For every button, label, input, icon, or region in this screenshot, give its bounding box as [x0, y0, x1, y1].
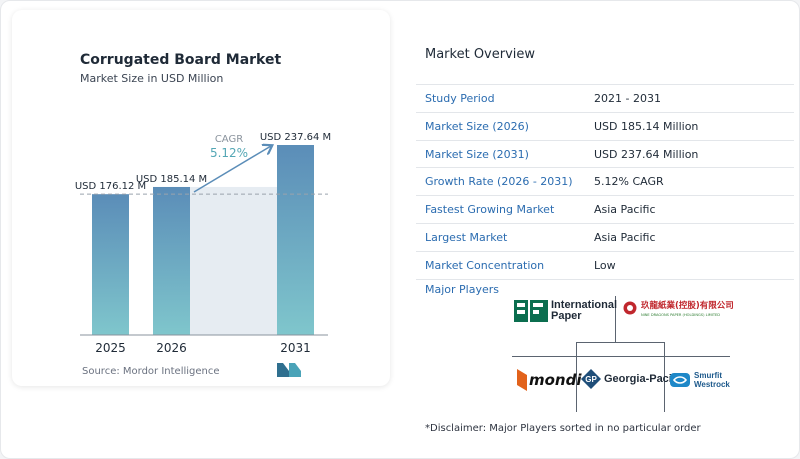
mondi-logo-icon	[517, 369, 527, 391]
bar-2025	[92, 194, 129, 335]
player-georgia-pacific: GP Georgia-Pacific	[581, 369, 685, 389]
player-nine-dragons: 玖龍紙業(控股)有限公司 NINE DRAGONS PAPER (HOLDING…	[623, 299, 734, 317]
chart-subtitle: Market Size in USD Million	[80, 72, 224, 85]
tick-label-2026: 2026	[156, 341, 187, 355]
chart-title: Corrugated Board Market	[80, 52, 282, 68]
international-paper-logo-icon	[514, 300, 548, 322]
overview-row-concentration: Market Concentration Low	[416, 252, 794, 280]
players-divider	[615, 296, 616, 342]
overview-value: 2021 - 2031	[594, 92, 661, 105]
overview-row-market-size-2031: Market Size (2031) USD 237.64 Million	[416, 141, 794, 169]
overview-label: Market Size (2031)	[425, 147, 529, 161]
overview-value: USD 185.14 Million	[594, 119, 699, 133]
overview-label: Largest Market	[425, 230, 508, 244]
major-players-title: Major Players	[425, 283, 499, 296]
georgia-pacific-mark: GP	[585, 375, 597, 384]
data-label-2031: USD 237.64 M	[260, 132, 331, 143]
overview-value: Low	[594, 258, 616, 272]
nine-dragons-en-name: NINE DRAGONS PAPER (HOLDINGS) LIMITED	[641, 313, 721, 317]
overview-label: Study Period	[425, 92, 495, 105]
player-smurfit-westrock: Smurfit Westrock	[670, 371, 730, 389]
overview-label: Market Size (2026)	[425, 119, 529, 133]
overview-row-largest-market: Largest Market Asia Pacific	[416, 224, 794, 252]
cagr-label: CAGR	[215, 134, 243, 145]
overview-label: Market Concentration	[425, 258, 545, 272]
tick-label-2031: 2031	[280, 341, 311, 355]
data-label-2025: USD 176.12 M	[75, 181, 146, 192]
nine-dragons-logo-icon	[623, 301, 637, 315]
source-note: Source: Mordor Intelligence	[82, 366, 220, 377]
players-divider	[512, 356, 730, 357]
cagr-value: 5.12%	[210, 146, 248, 160]
international-paper-name-line2: Paper	[551, 310, 582, 322]
growth-band	[190, 186, 277, 335]
overview-value: Asia Pacific	[594, 203, 656, 217]
international-paper-name-line1: International	[551, 299, 618, 311]
mordor-intelligence-logo-icon	[277, 363, 301, 377]
tick-label-2025: 2025	[95, 341, 126, 355]
player-mondi: mondi	[515, 369, 582, 391]
overview-row-market-size-2026: Market Size (2026) USD 185.14 Million	[416, 113, 794, 141]
mondi-name: mondi	[529, 371, 582, 389]
georgia-pacific-name: Georgia-Pacific	[604, 373, 685, 385]
bar-chart: USD 176.12 M 2025 USD 185.14 M 2026 USD 237.…	[75, 132, 331, 355]
overview-value: USD 237.64 Million	[594, 147, 699, 161]
cagr-arrow-icon	[193, 146, 271, 193]
market-overview-table: Study Period 2021 - 2031 Market Size (20…	[416, 84, 794, 280]
overview-row-study-period: Study Period 2021 - 2031	[416, 84, 794, 113]
nine-dragons-cn-name: 玖龍紙業(控股)有限公司	[641, 301, 734, 311]
overview-value: Asia Pacific	[594, 230, 656, 244]
data-label-2026: USD 185.14 M	[136, 174, 207, 185]
smurfit-westrock-line1: Smurfit	[694, 371, 722, 380]
overview-label: Growth Rate (2026 - 2031)	[425, 175, 573, 189]
bar-2026	[153, 186, 190, 335]
smurfit-westrock-line2: Westrock	[694, 380, 730, 389]
smurfit-westrock-logo-icon	[670, 373, 690, 387]
overview-label: Fastest Growing Market	[425, 203, 555, 217]
market-overview-title: Market Overview	[425, 47, 536, 62]
player-international-paper: International Paper	[514, 300, 617, 322]
players-divider	[664, 342, 665, 412]
georgia-pacific-logo-icon: GP	[581, 369, 601, 389]
players-divider	[576, 342, 664, 343]
players-divider	[576, 342, 577, 412]
overview-row-growth-rate: Growth Rate (2026 - 2031) 5.12% CAGR	[416, 168, 794, 197]
overview-value: 5.12% CAGR	[594, 175, 664, 189]
bar-2031	[277, 145, 314, 335]
overview-row-fastest-growing: Fastest Growing Market Asia Pacific	[416, 196, 794, 224]
disclaimer-note: *Disclaimer: Major Players sorted in no …	[425, 423, 701, 434]
